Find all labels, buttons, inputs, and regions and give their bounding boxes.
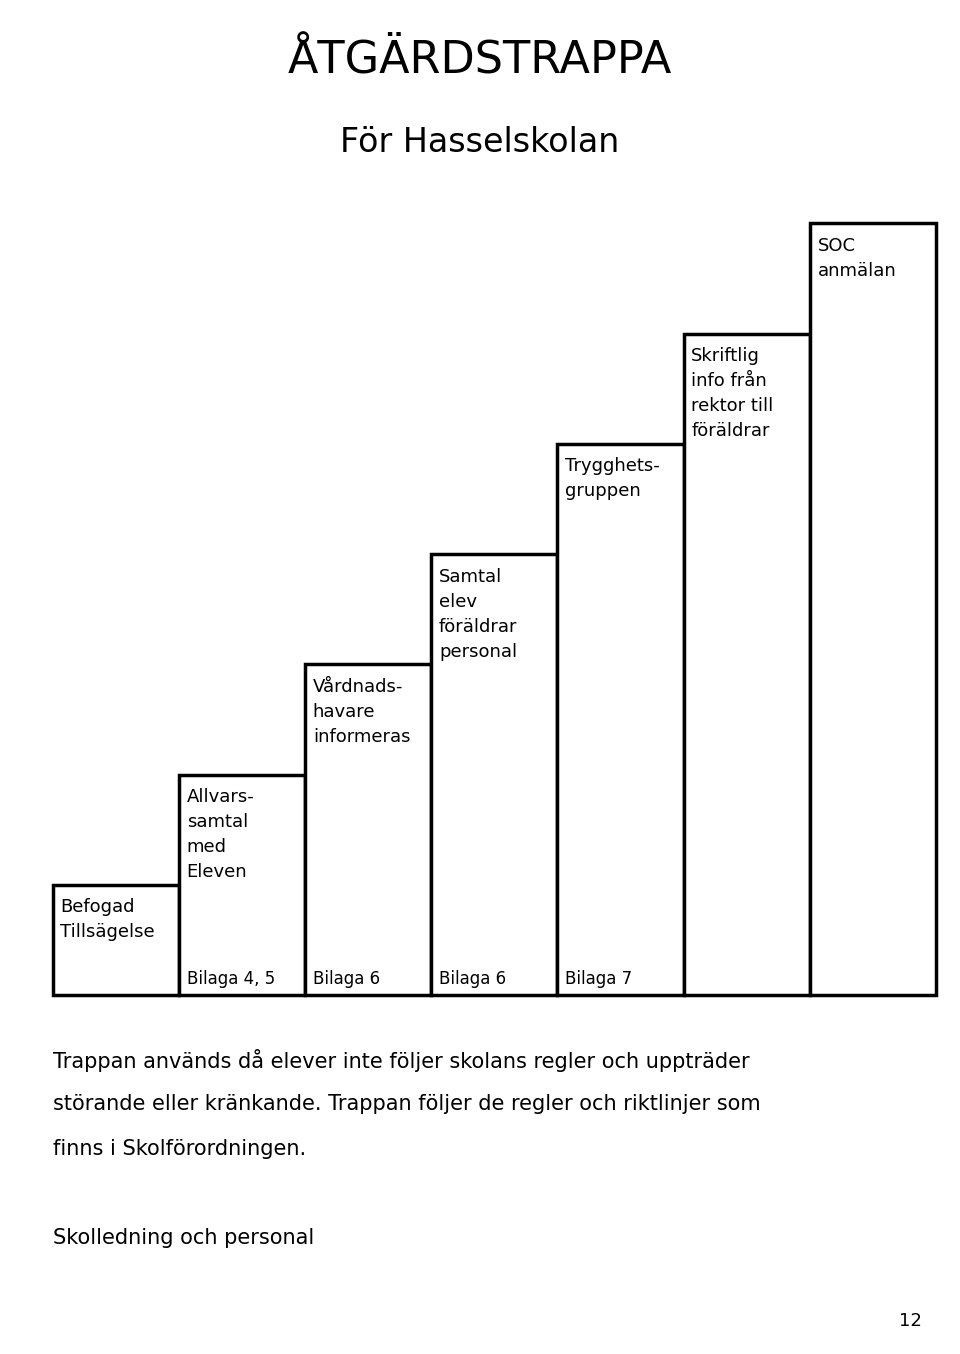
Text: Skriftlig
info från
rektor till
föräldrar: Skriftlig info från rektor till föräldra… xyxy=(691,347,774,440)
Text: Samtal
elev
föräldrar
personal: Samtal elev föräldrar personal xyxy=(439,567,517,661)
Text: Bilaga 7: Bilaga 7 xyxy=(565,971,633,988)
Bar xyxy=(558,444,684,995)
Bar xyxy=(684,333,810,995)
Text: Skolledning och personal: Skolledning och personal xyxy=(53,1228,314,1248)
Text: Trappan används då elever inte följer skolans regler och uppträder: Trappan används då elever inte följer sk… xyxy=(53,1049,750,1072)
Bar xyxy=(810,223,936,995)
Text: För Hasselskolan: För Hasselskolan xyxy=(340,126,620,158)
Text: 12: 12 xyxy=(899,1312,922,1330)
Bar xyxy=(305,665,431,995)
Bar xyxy=(179,774,305,995)
Text: ÅTGÄRDSTRAPPA: ÅTGÄRDSTRAPPA xyxy=(288,39,672,83)
Text: Bilaga 6: Bilaga 6 xyxy=(313,971,380,988)
Text: Befogad
Tillsägelse: Befogad Tillsägelse xyxy=(60,899,156,941)
Text: Trygghets-
gruppen: Trygghets- gruppen xyxy=(565,458,660,501)
Bar xyxy=(53,886,179,995)
Text: Bilaga 6: Bilaga 6 xyxy=(439,971,506,988)
Text: Allvars-
samtal
med
Eleven: Allvars- samtal med Eleven xyxy=(186,788,254,881)
Text: störande eller kränkande. Trappan följer de regler och riktlinjer som: störande eller kränkande. Trappan följer… xyxy=(53,1094,760,1114)
Text: Vårdnads-
havare
informeras: Vårdnads- havare informeras xyxy=(313,678,410,746)
Text: Bilaga 4, 5: Bilaga 4, 5 xyxy=(186,971,275,988)
Bar xyxy=(431,554,558,995)
Text: finns i Skolförordningen.: finns i Skolförordningen. xyxy=(53,1139,306,1159)
Text: SOC
anmälan: SOC anmälan xyxy=(818,237,897,280)
